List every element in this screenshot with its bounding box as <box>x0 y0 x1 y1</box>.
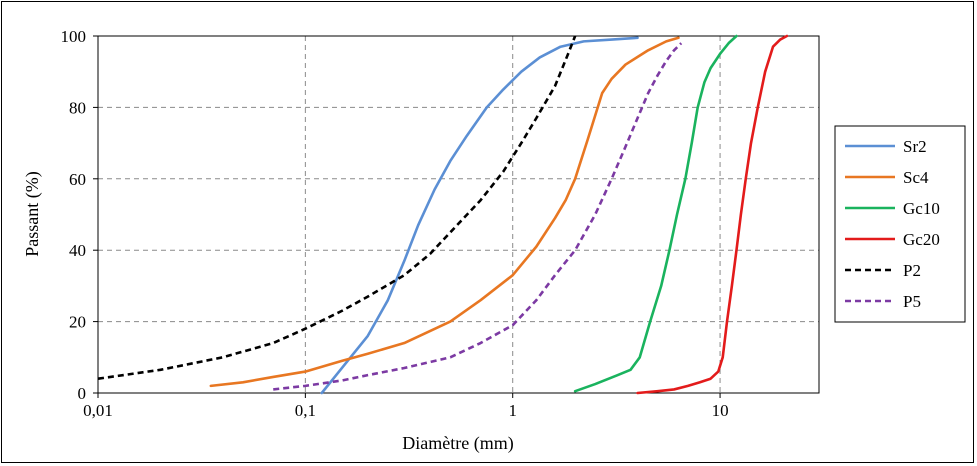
y-tick-label: 0 <box>78 384 87 403</box>
grid-lines <box>98 36 819 393</box>
x-axis-title: Diamètre (mm) <box>402 433 513 454</box>
legend-label-sr2: Sr2 <box>903 137 927 156</box>
series-line-p5 <box>273 42 683 391</box>
series-line-sr2 <box>320 36 639 395</box>
y-tick-label: 40 <box>69 241 86 260</box>
legend-label-gc10: Gc10 <box>903 199 940 218</box>
series-line-p2 <box>97 35 577 381</box>
y-axis-title: Passant (%) <box>22 171 43 256</box>
y-tick-label: 60 <box>69 170 86 189</box>
legend-box <box>834 125 966 323</box>
plot-area-border <box>97 35 820 394</box>
legend-label-sc4: Sc4 <box>903 168 929 187</box>
legend-label-gc20: Gc20 <box>903 230 940 249</box>
series-line-gc10 <box>573 34 738 393</box>
x-tick-label: 1 <box>508 401 517 420</box>
legend-label-p5: P5 <box>903 292 921 311</box>
series-line-gc20 <box>636 34 789 395</box>
x-tick-label: 10 <box>712 401 729 420</box>
x-tick-label: 0,1 <box>295 401 316 420</box>
y-tick-label: 80 <box>69 98 86 117</box>
x-tick-labels: 0,01 0,1 1 10 <box>83 393 729 420</box>
series-line-sc4 <box>209 36 680 388</box>
y-tick-label: 20 <box>69 313 86 332</box>
x-tick-label: 0,01 <box>83 401 113 420</box>
y-tick-label: 100 <box>61 27 87 46</box>
legend: Sr2 Sc4 Gc10 Gc20 P2 P5 <box>834 125 966 323</box>
legend-label-p2: P2 <box>903 261 921 280</box>
series-layer <box>97 34 789 395</box>
y-tick-labels: 0 20 40 60 80 100 <box>61 27 98 403</box>
